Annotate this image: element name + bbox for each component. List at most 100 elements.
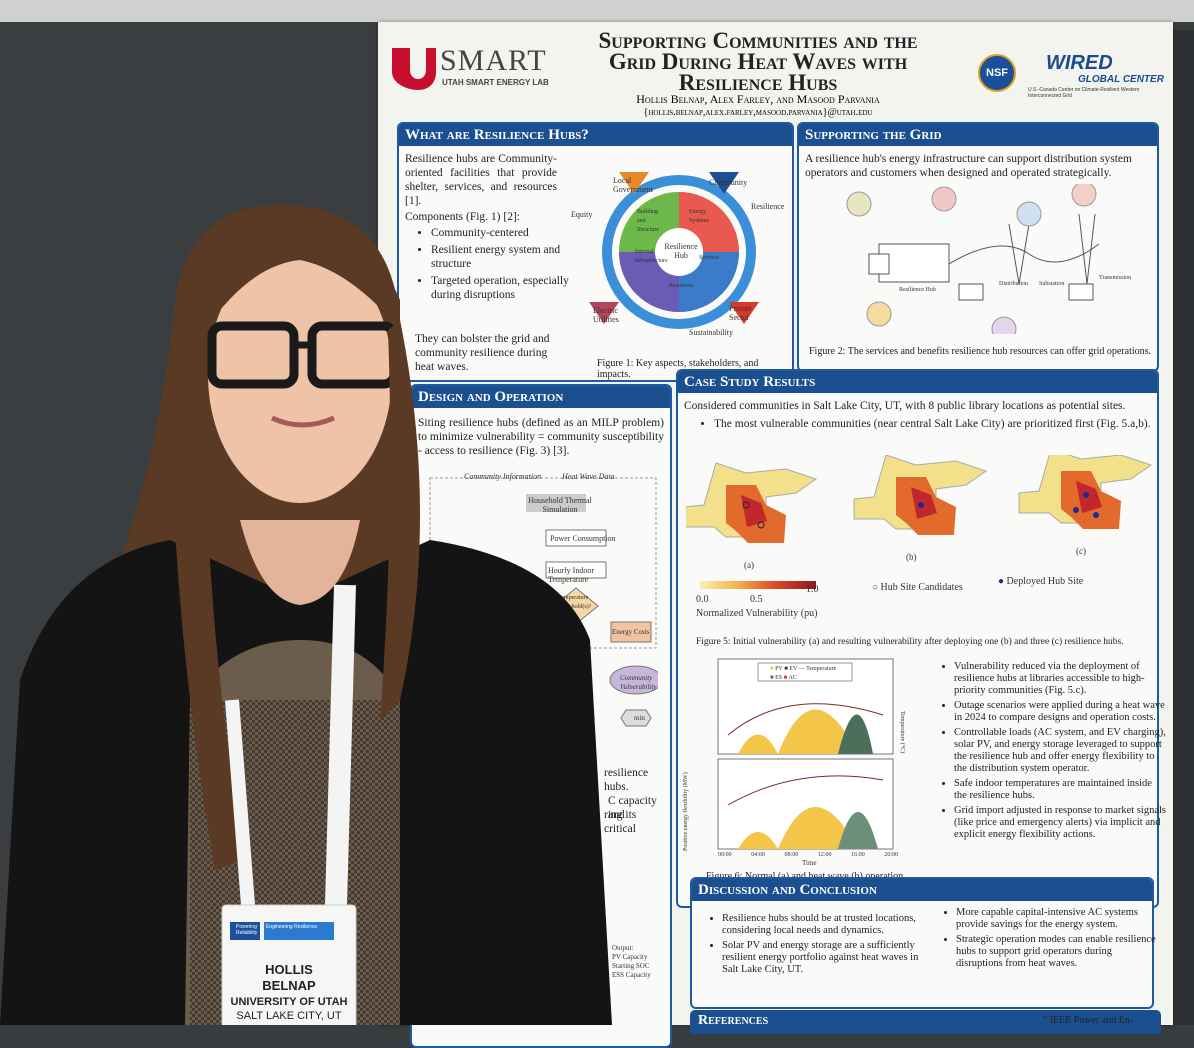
legend-label: Deployed Hub Site — [1006, 576, 1084, 587]
colorbar-tick: 0.0 — [696, 594, 709, 605]
legend-label: AC — [788, 675, 797, 681]
bullet-list: Vulnerability reduced via the deployment… — [940, 661, 1166, 844]
legend-label: EV — [789, 666, 798, 672]
email: {hollis.belnap,alex.farley,masood.parvan… — [643, 107, 873, 118]
badge-tags: Engineering Resilience — [266, 924, 332, 930]
flow-label: Household Thermal Simulation — [528, 496, 592, 514]
logo-left: SMART — [440, 44, 547, 77]
figure-label: Resilience Hub — [899, 287, 936, 293]
bullet: Vulnerability reduced via the deployment… — [954, 661, 1166, 697]
section-heading: What are Resilience Hubs? — [399, 124, 792, 146]
output-label: Output: — [612, 944, 634, 952]
poster: SMART UTAH SMART ENERGY LAB Supporting C… — [378, 22, 1173, 1048]
flow-label: Heat Wave Data — [562, 472, 615, 481]
logo-left-sub: UTAH SMART ENERGY LAB — [442, 78, 549, 87]
component-list: Community-centered Resilient energy syste… — [417, 226, 571, 305]
paragraph: They can bolster the grid and community … — [415, 333, 550, 373]
output-label: Starting SOC — [612, 962, 650, 970]
section-heading: Supporting the Grid — [799, 124, 1157, 146]
section-heading: Design and Operation — [412, 386, 670, 408]
badge-tag: Resilience — [294, 924, 318, 930]
legend-label: PV — [775, 666, 783, 672]
figure-caption: Figure 2: The services and benefits resi… — [809, 346, 1152, 357]
figure-label: Local Government — [613, 176, 653, 194]
figure-label: Equity — [571, 210, 593, 219]
paragraph: Resilience hubs are Community-oriented f… — [405, 153, 557, 207]
colorbar — [700, 581, 816, 589]
bullet: Safe indoor temperatures are maintained … — [954, 778, 1166, 802]
flow-label: Community Information — [464, 472, 542, 481]
axis-label: Time — [802, 859, 817, 867]
figure-label: Resilience Hub — [664, 242, 698, 260]
section-grid: Supporting the Grid A resilience hub's e… — [797, 122, 1159, 372]
figure-label: Resilience — [751, 202, 785, 211]
section-heading: Discussion and Conclusion — [692, 879, 1152, 901]
figure-2 — [846, 184, 1100, 334]
output-label: PV Capacity — [612, 953, 648, 961]
paragraph: Considered communities in Salt Lake City… — [684, 400, 1126, 412]
bullet: Resilience hubs should be at trusted loc… — [722, 913, 932, 937]
paragraph: A resilience hub's energy infrastructure… — [805, 153, 1132, 179]
figure-label: Resources — [669, 283, 694, 289]
figure-label: Private Sector — [729, 304, 752, 322]
authors: Hollis Belnap, Alex Farley, and Masood P… — [636, 92, 880, 106]
x-tick-label: 16:00 — [851, 852, 865, 858]
map-label: (c) — [1076, 546, 1086, 556]
bullet: Targeted operation, especially during di… — [431, 274, 571, 302]
colorbar-tick: 1.0 — [806, 584, 819, 595]
flow-label: Energy Costs — [612, 628, 650, 636]
figure-caption: Figure 1: Key aspects, stakeholders, and… — [597, 358, 759, 380]
bullet-list: The most vulnerable communities (near ce… — [700, 417, 1164, 434]
badge-location: SALT LAKE CITY, UT — [236, 1010, 342, 1022]
text-fragment: " IEEE Power and En- — [1043, 1015, 1134, 1026]
flow-label: Temperature Threshold(s)? — [558, 595, 592, 610]
badge-tag: Engineering — [266, 924, 293, 930]
bullet: Grid import adjusted in response to mark… — [954, 805, 1166, 841]
figure-label: Substation — [1039, 281, 1065, 287]
x-tick-label: 08:00 — [784, 852, 799, 858]
bullet: More capable capital-intensive AC system… — [956, 907, 1161, 931]
bullet: Strategic operation modes can enable res… — [956, 934, 1161, 970]
flow-label: Hourly Indoor Temperature — [548, 566, 594, 584]
colorbar-label: Normalized Vulnerability (pu) — [696, 608, 818, 619]
logo-right: WIRED — [1046, 52, 1113, 74]
figure-label: Community — [709, 178, 748, 187]
output-list: Output: PV Capacity Starting SOC ESS Cap… — [612, 944, 651, 980]
badge-header: Powering Reliability — [236, 924, 258, 936]
figure-label: Building and Structure — [637, 209, 659, 233]
figure-caption: Figure 5: Initial vulnerability (a) and … — [696, 637, 1124, 647]
badge-last-name: BELNAP — [262, 978, 316, 993]
figure-label: Electric Utilities — [593, 306, 619, 324]
text-fragment: C capacity and — [608, 795, 657, 821]
map-label: (a) — [744, 560, 754, 570]
x-tick-label: 00:00 — [718, 852, 732, 858]
u-logo — [392, 48, 436, 90]
figure-1 — [589, 172, 759, 329]
bullet: Community-centered — [431, 226, 571, 240]
colorbar-tick: 0.5 — [750, 594, 763, 605]
output-label: ESS Capacity — [612, 971, 651, 979]
section-heading: Case Study Results — [678, 371, 1157, 393]
legend-entry: ○ Hub Site Candidates — [872, 582, 963, 593]
figure-label: Energy Systems — [689, 209, 710, 224]
legend-label: ES — [775, 675, 783, 681]
bullet: Resilient energy system and structure — [431, 243, 571, 271]
photo: SMART UTAH SMART ENERGY LAB Supporting C… — [0, 0, 1194, 1025]
figure-5-maps — [686, 455, 1152, 543]
logo-right-note: U.S.-Canada Center on Climate-Resilient … — [1028, 87, 1140, 99]
bullet-list: More capable capital-intensive AC system… — [942, 907, 1161, 973]
title-line: Resilience Hubs — [678, 70, 838, 95]
logo-right-sub: GLOBAL CENTER — [1078, 74, 1164, 85]
x-tick-label: 12:00 — [817, 852, 832, 858]
legend-entry: ● Deployed Hub Site — [998, 576, 1084, 587]
text-fragment: resilience hubs. — [604, 767, 649, 793]
x-tick-label: 04:00 — [751, 852, 765, 858]
text-fragment: ring its critical — [604, 809, 637, 835]
bullet: Solar PV and energy storage are a suffic… — [722, 940, 932, 976]
bullet: The most vulnerable communities (near ce… — [714, 417, 1164, 431]
x-ticks: 00:00 04:00 08:00 12:00 16:00 20:00 — [718, 851, 898, 860]
bullet-list: Resilience hubs should be at trusted loc… — [708, 913, 932, 979]
title-line: Grid During Heat Waves with — [608, 49, 908, 74]
figure-label: Distribution — [999, 281, 1029, 287]
map-label: (b) — [906, 552, 917, 562]
